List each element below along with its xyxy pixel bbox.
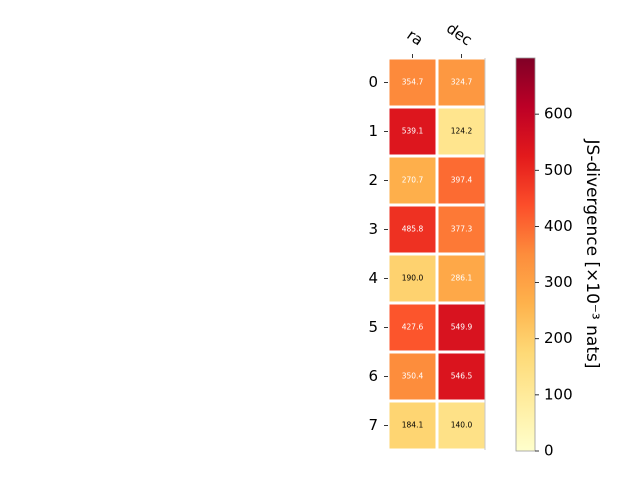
cell-value-label: 190.0	[402, 274, 424, 283]
cell-value-label: 124.2	[451, 127, 473, 136]
cell-value-label: 354.7	[402, 78, 424, 87]
colorbar-tick-label: 200	[544, 329, 573, 347]
row-label: 1	[368, 122, 378, 140]
colorbar-tick-label: 600	[544, 105, 573, 123]
colorbar-label: JS-divergence [×10⁻³ nats]	[582, 139, 602, 369]
cell-value-label: 485.8	[402, 225, 424, 234]
row-label: 7	[368, 416, 378, 434]
cell-value-label: 549.9	[451, 323, 473, 332]
cell-value-label: 270.7	[402, 176, 424, 185]
colorbar-tick-label: 500	[544, 161, 573, 179]
row-label: 3	[368, 220, 378, 238]
colorbar: 0 100 200 300 400 500 600 JS-divergence [×10⁻³…	[515, 57, 602, 460]
row-label: 2	[368, 171, 378, 189]
row-label: 6	[368, 367, 378, 385]
column-label: ra	[404, 26, 427, 50]
cell-value-label: 377.3	[451, 225, 473, 234]
heatmap-cell	[435, 154, 488, 207]
cell-value-label: 324.7	[451, 78, 473, 87]
heatmap-grid: 354.7 324.7 539.1 124.2 270.7 397.4 485.8 377.3…	[368, 19, 488, 452]
row-label: 4	[368, 269, 378, 287]
cell-value-label: 427.6	[402, 323, 424, 332]
colorbar-tick-label: 300	[544, 273, 573, 291]
heatmap-cell	[435, 399, 488, 452]
column-label: dec	[443, 19, 475, 49]
heatmap-cell	[435, 105, 488, 158]
cell-value-label: 546.5	[451, 372, 473, 381]
cell-value-label: 539.1	[402, 127, 424, 136]
cell-value-label: 397.4	[451, 176, 473, 185]
cell-value-label: 350.4	[402, 372, 424, 381]
cell-value-label: 140.0	[451, 421, 473, 430]
colorbar-tick-label: 400	[544, 217, 573, 235]
colorbar-gradient	[515, 57, 536, 452]
colorbar-tick-label: 100	[544, 385, 573, 403]
row-label: 5	[368, 318, 378, 336]
cell-value-label: 286.1	[451, 274, 473, 283]
row-label: 0	[368, 73, 378, 91]
cell-value-label: 184.1	[402, 421, 424, 430]
heatmap-cell	[435, 252, 488, 305]
heatmap-cell	[435, 203, 488, 256]
colorbar-tick-label: 0	[544, 442, 554, 460]
